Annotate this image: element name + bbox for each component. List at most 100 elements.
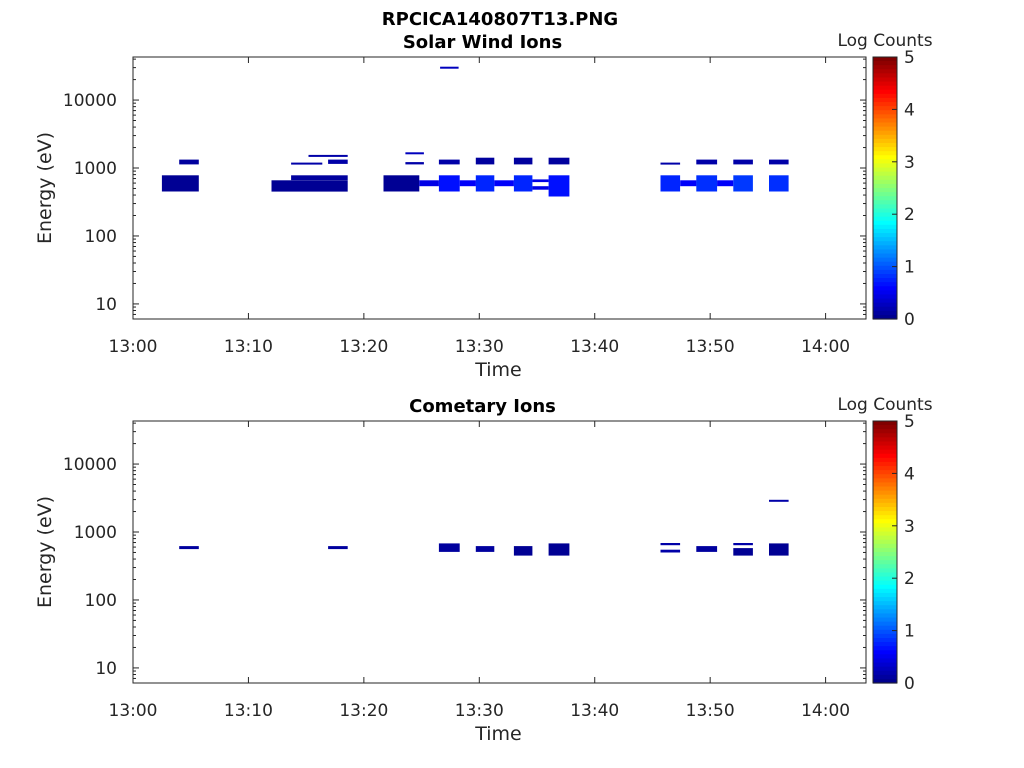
sw-cell: [696, 159, 718, 165]
sw-colorbar-segment: [873, 102, 897, 107]
sw-colorbar-segment: [873, 249, 897, 255]
sw-colorbar-tick-label: 4: [904, 100, 915, 120]
sw-colorbar-segment: [873, 278, 897, 283]
sw-colorbar-segment: [873, 159, 897, 165]
cometary-cell: [475, 546, 495, 552]
sw-cell: [532, 179, 549, 183]
sw-cell: [532, 186, 549, 190]
sw-x-tick-label: 13:50: [686, 337, 735, 357]
sw-colorbar-segment: [873, 241, 897, 246]
sw-colorbar-segment: [873, 142, 897, 148]
sw-colorbar-segment: [873, 183, 897, 189]
cometary-colorbar-label: Log Counts: [837, 395, 932, 415]
sw-title: Solar Wind Ions: [403, 32, 562, 53]
sw-colorbar-segment: [873, 93, 897, 99]
cometary-cell: [179, 546, 199, 550]
sw-colorbar-segment: [873, 245, 897, 250]
cometary-colorbar-segment: [873, 531, 897, 537]
sw-colorbar-segment: [873, 224, 897, 230]
cometary-colorbar-segment: [873, 453, 897, 459]
sw-x-tick-label: 13:20: [339, 337, 388, 357]
sw-colorbar-segment: [873, 228, 897, 234]
cometary-cell: [660, 549, 681, 553]
sw-cell: [419, 180, 439, 187]
cometary-colorbar-segment: [873, 478, 897, 483]
cometary-y-tick-label: 1000: [74, 523, 117, 543]
cometary-colorbar-segment: [873, 556, 897, 561]
sw-cell: [291, 162, 323, 165]
sw-cell: [271, 180, 348, 192]
cometary-colorbar-segment: [873, 519, 897, 524]
sw-colorbar-segment: [873, 167, 897, 173]
sw-colorbar-segment: [873, 269, 897, 275]
sw-cell: [513, 157, 533, 165]
cometary-colorbar-segment: [873, 572, 897, 578]
cometary-colorbar-segment: [873, 498, 897, 504]
cometary-y-tick-label: 10000: [63, 455, 117, 475]
sw-colorbar-segment: [873, 204, 897, 210]
cometary-colorbar-segment: [873, 535, 897, 541]
sw-colorbar-segment: [873, 89, 897, 95]
sw-colorbar-segment: [873, 81, 897, 87]
sw-cell: [513, 175, 533, 192]
cometary-colorbar-segment: [873, 629, 897, 635]
sw-colorbar-segment: [873, 57, 897, 62]
sw-y-tick-label: 100: [85, 227, 117, 247]
cometary-cell: [769, 499, 789, 502]
cometary-x-tick-label: 13:10: [224, 701, 273, 721]
cometary-colorbar-segment: [873, 490, 897, 496]
sw-colorbar-segment: [873, 130, 897, 136]
cometary-colorbar-segment: [873, 592, 897, 598]
sw-cell: [438, 175, 460, 192]
cometary-cell: [513, 546, 533, 556]
cometary-cell: [696, 546, 718, 552]
cometary-colorbar-segment: [873, 523, 897, 529]
cometary-y-tick-label: 10: [95, 659, 117, 679]
cometary-y-tick-label: 100: [85, 591, 117, 611]
cometary-cell: [733, 543, 753, 546]
sw-cell: [717, 180, 734, 187]
cometary-colorbar-segment: [873, 613, 897, 619]
sw-colorbar-tick-label: 3: [904, 153, 915, 173]
cometary-colorbar-segment: [873, 568, 897, 574]
sw-cell: [548, 175, 570, 197]
sw-colorbar-segment: [873, 220, 897, 226]
cometary-colorbar-segment: [873, 654, 897, 660]
sw-colorbar-segment: [873, 179, 897, 185]
sw-cell: [494, 180, 514, 187]
cometary-colorbar-segment: [873, 457, 897, 463]
cometary-colorbar-tick-label: 3: [904, 517, 915, 537]
cometary-colorbar-tick-label: 0: [904, 674, 915, 694]
sw-colorbar-segment: [873, 73, 897, 79]
sw-colorbar-segment: [873, 286, 897, 291]
cometary-colorbar-segment: [873, 650, 897, 655]
sw-x-tick-label: 14:00: [801, 337, 850, 357]
cometary-colorbar-segment: [873, 588, 897, 594]
sw-colorbar-segment: [873, 147, 897, 152]
sw-cell: [733, 159, 753, 165]
cometary-colorbar-segment: [873, 674, 897, 680]
sw-colorbar-segment: [873, 77, 897, 83]
sw-colorbar-segment: [873, 212, 897, 218]
sw-cell: [660, 175, 681, 192]
sw-colorbar-segment: [873, 265, 897, 271]
sw-x-tick-label: 13:30: [455, 337, 504, 357]
cometary-colorbar-segment: [873, 445, 897, 451]
sw-cell: [440, 66, 459, 69]
cometary-colorbar-segment: [873, 515, 897, 520]
sw-colorbar-segment: [873, 200, 897, 205]
sw-colorbar-frame: [872, 56, 898, 320]
sw-colorbar-segment: [873, 106, 897, 111]
cometary-cell: [548, 543, 570, 556]
sw-colorbar-segment: [873, 65, 897, 70]
sw-colorbar-segment: [873, 163, 897, 169]
sw-colorbar-segment: [873, 118, 897, 124]
cometary-colorbar-segment: [873, 486, 897, 492]
sw-cell: [680, 180, 697, 187]
sw-colorbar-tick-label: 2: [904, 205, 915, 225]
sw-colorbar-segment: [873, 97, 897, 103]
cometary-colorbar-segment: [873, 506, 897, 512]
sw-cell: [733, 175, 753, 192]
sw-colorbar-segment: [873, 273, 897, 279]
